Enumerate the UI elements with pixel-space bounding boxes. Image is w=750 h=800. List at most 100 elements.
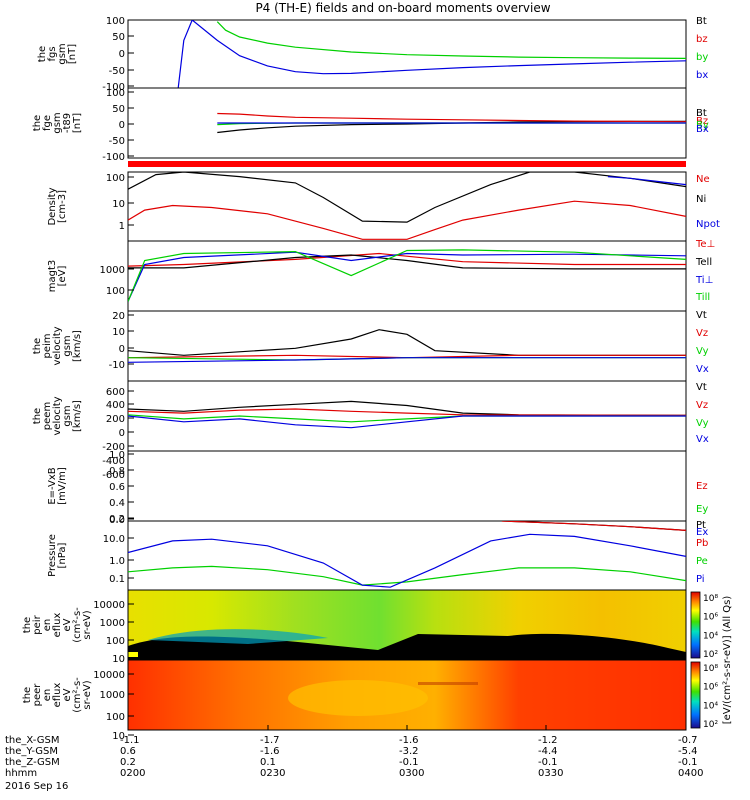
legend-label-Vy: Vy — [696, 418, 709, 429]
y-axis-label-line: [nPa] — [57, 542, 68, 568]
y-tick-label: 10 — [112, 199, 125, 210]
legend-label-Pb: Pb — [696, 538, 708, 549]
ephemeris-value: 0.2 — [120, 757, 136, 768]
y-axis-label-line: gsm — [62, 335, 73, 356]
ephemeris-value: 0.1 — [260, 757, 276, 768]
figure-title: P4 (TH-E) fields and on-board moments ov… — [255, 1, 550, 15]
y-tick-label: 0.6 — [109, 482, 125, 493]
legend-label-Bz: Bz — [696, 116, 708, 127]
y-tick-label: 0.1 — [109, 574, 125, 585]
colorbar-tick-label: 10² — [703, 650, 718, 660]
y-tick-label: 100 — [106, 173, 125, 184]
panel-frame — [127, 310, 687, 382]
series-group — [128, 329, 686, 363]
colorbar-tick-label: 10⁶ — [703, 613, 718, 623]
y-tick-label: 20 — [112, 311, 125, 322]
legend-label-Vx: Vx — [696, 434, 709, 445]
series-line-bx — [177, 20, 686, 88]
ephemeris-value: 0.6 — [120, 746, 136, 757]
legend-label-Bx: Bx — [696, 124, 709, 135]
legend-label-Te⊥: Te⊥ — [695, 239, 715, 250]
y-axis-label-line: velocity — [52, 396, 63, 435]
y-axis-label-line: eV — [62, 618, 73, 631]
y-tick-label: -100 — [102, 82, 125, 93]
status-bar — [128, 161, 686, 167]
ephemeris-value: -0.1 — [678, 757, 698, 768]
series-group — [128, 172, 686, 240]
series-line-Npot — [607, 176, 686, 186]
legend-label-Vx: Vx — [696, 364, 709, 375]
y-tick-label: 10.0 — [103, 534, 125, 545]
legend-label-Npot: Npot — [696, 219, 720, 230]
ephemeris-value: 0300 — [399, 768, 424, 779]
panel-frame — [127, 240, 687, 312]
y-axis-label-line: gsm — [52, 112, 63, 133]
series-line-Till — [128, 249, 686, 302]
y-axis-label-line: [nT] — [67, 44, 78, 64]
y-tick-label: 400 — [106, 400, 125, 411]
ephemeris-value: -1.1 — [120, 735, 140, 746]
y-axis-label-line: the — [22, 687, 33, 703]
y-axis-label-line: [nT] — [72, 113, 83, 133]
series-line-Bz — [217, 112, 686, 123]
y-axis-label-line: en — [42, 619, 53, 632]
series-line-Ne — [128, 200, 686, 240]
ephemeris-value: 0400 — [678, 768, 703, 779]
panel-peir_spectrogram: 10⁸ 10⁶ 10⁴ 10² 10000 1000 100 10 the peir en eflux… — [22, 589, 718, 665]
legend-label-Vy: Vy — [696, 346, 709, 357]
panel-peer_spectrogram: 10⁸ 10⁶ 10⁴ 10² 10000 1000 100 10 the peer en eflux… — [22, 659, 718, 742]
y-tick-label: -100 — [102, 152, 125, 163]
ephemeris-value: -1.2 — [538, 735, 558, 746]
y-tick-label: 200 — [106, 414, 125, 425]
y-axis-label-line: sr-eV) — [82, 680, 93, 709]
legend-label-Pe: Pe — [696, 556, 708, 567]
legend-label-Vz: Vz — [696, 400, 708, 411]
series-line-Vt — [128, 400, 686, 416]
colorbar — [690, 591, 701, 659]
y-tick-label: 100 — [106, 16, 125, 27]
y-axis-label-line: gsm — [62, 405, 73, 426]
y-axis-label-line: [eV] — [57, 266, 68, 287]
y-tick-label: -50 — [109, 136, 125, 147]
colorbar-units-label: [eV/(cm²-s-sr-eV)] (All Qs) — [722, 596, 733, 725]
ephemeris-row-label: hhmm — [5, 768, 37, 779]
y-tick-label: 0 — [119, 49, 125, 60]
y-tick-label: 1 — [119, 221, 125, 232]
y-axis-label-line: the — [32, 115, 43, 131]
y-axis-label-line: fgs — [47, 46, 58, 61]
y-axis-label-line: -t89 — [62, 113, 73, 133]
y-axis-label-line: sr-eV) — [82, 610, 93, 639]
ephemeris-value: -1.6 — [260, 746, 280, 757]
ephemeris-value: -1.7 — [260, 735, 280, 746]
legend-label-Ez: Ez — [696, 481, 708, 492]
legend-label-By: By — [696, 120, 709, 131]
y-tick-label: -10 — [109, 360, 125, 371]
y-axis-label-line: velocity — [52, 326, 63, 365]
legend-label-Bt: Bt — [696, 16, 707, 27]
y-axis-label-line: [km/s] — [72, 330, 83, 362]
series-group — [217, 112, 686, 134]
series-line-by — [216, 21, 686, 59]
y-axis-label-line: (cm²-s- — [72, 607, 83, 643]
series-line-Vt — [128, 329, 686, 356]
series-line-Vz — [128, 408, 686, 416]
ephemeris-value: -0.1 — [399, 757, 419, 768]
panel-frame — [127, 450, 687, 522]
y-tick-label: 0.8 — [109, 466, 125, 477]
legend-label-by: by — [696, 52, 708, 63]
y-axis-label-line: en — [42, 689, 53, 702]
y-axis-label-line: (cm²-s- — [72, 677, 83, 713]
spectrogram-band-feature — [418, 682, 478, 685]
y-tick-label: 0.4 — [109, 498, 125, 509]
y-tick-label: 0 — [119, 120, 125, 131]
y-tick-label: 1000 — [100, 618, 125, 629]
y-tick-label: -400 — [102, 456, 125, 467]
y-axis-label-line: Density — [47, 187, 58, 225]
spectrogram-cyan-region — [148, 629, 328, 644]
legend-label-Ni: Ni — [696, 194, 706, 205]
y-tick-label: -50 — [109, 66, 125, 77]
y-tick-label: -600 — [102, 470, 125, 481]
ephemeris-value: -5.4 — [678, 746, 698, 757]
